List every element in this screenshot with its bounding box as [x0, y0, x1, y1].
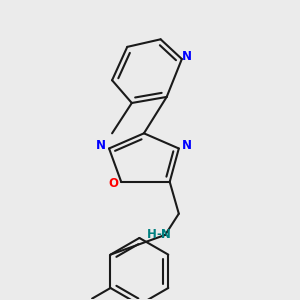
Text: N: N [96, 139, 106, 152]
Text: N: N [182, 139, 192, 152]
Text: N: N [182, 50, 192, 63]
Text: -N: -N [156, 228, 171, 242]
Text: O: O [109, 177, 118, 190]
Text: H: H [147, 228, 157, 242]
